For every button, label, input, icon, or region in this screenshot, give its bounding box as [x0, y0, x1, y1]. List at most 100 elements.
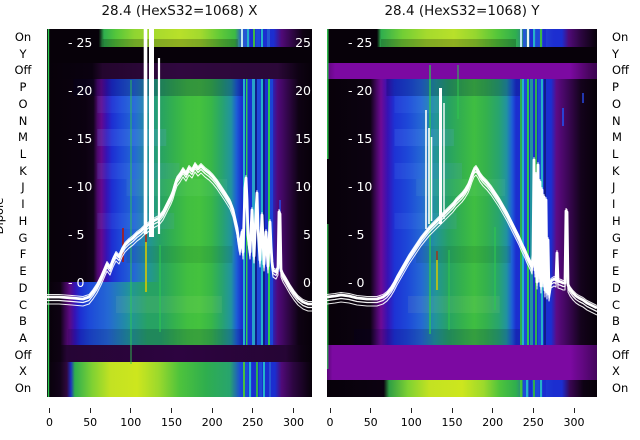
row-label-e: E — [612, 264, 620, 279]
row-label-d: D — [18, 280, 28, 295]
y-tick-label-left: - 25 — [348, 35, 372, 50]
row-label-b: B — [19, 314, 27, 329]
row-shade — [381, 39, 516, 47]
x-tick-mark — [370, 408, 372, 413]
row-shade — [68, 329, 244, 345]
y-tick-label-right: 0 — [303, 275, 311, 290]
row-label-i: I — [612, 197, 616, 212]
row-label-x: X — [19, 364, 27, 379]
vertical-stripe — [257, 79, 261, 345]
vertical-stripe — [533, 380, 535, 397]
x-tick-mark — [171, 408, 172, 413]
x-tick-label: 300 — [283, 416, 304, 429]
row-label-j: J — [612, 180, 616, 195]
heat-band — [327, 345, 597, 380]
row-shade — [408, 296, 500, 313]
row-label-m: M — [18, 130, 28, 145]
x-tick-mark — [252, 408, 254, 413]
vertical-stripe — [253, 29, 255, 47]
vertical-stripe — [270, 79, 273, 345]
y-tick-label-right: 5 — [303, 227, 311, 242]
heatmap-x: - 25 25 - 20 20 - 15 15 - 10 10 - 5 5 - 0 0 — [47, 29, 312, 397]
trace-main — [47, 163, 312, 306]
row-shade — [126, 246, 233, 263]
vertical-stripe — [520, 29, 522, 47]
row-label-a: A — [19, 330, 27, 345]
plot-title-x: 28.4 (HexS32=1068) X — [101, 3, 258, 19]
x-tick-label: 300 — [563, 416, 585, 429]
vertical-stripe — [268, 79, 270, 345]
row-label-p: P — [612, 80, 619, 95]
x-tick-label: 0 — [326, 416, 334, 429]
x-tick-label: 100 — [120, 416, 142, 429]
vertical-stripe — [536, 380, 539, 397]
row-label-b: B — [612, 314, 620, 329]
x-tick-label: 50 — [363, 416, 378, 429]
vertical-stripe — [263, 362, 265, 397]
row-label-y: Y — [19, 46, 27, 61]
row-label-column-right: On Y Off P O N M L K J I H G F E D C B A Off X On — [609, 29, 639, 397]
x-tick-mark — [130, 408, 132, 413]
vertical-stripe — [249, 362, 251, 397]
row-label-off: Off — [612, 63, 629, 78]
vertical-stripe — [533, 29, 535, 47]
row-label-x: X — [612, 364, 620, 379]
row-label-n: N — [612, 113, 621, 128]
row-label-h: H — [18, 213, 28, 228]
vertical-stripe — [241, 29, 243, 47]
vertical-stripe — [530, 29, 533, 47]
vertical-stripe — [543, 380, 546, 397]
row-shade — [97, 129, 167, 146]
vertical-stripe — [540, 29, 542, 47]
row-label-column-left: On Y Off P O N M L K J I H G F E D C B A Off X On — [4, 29, 42, 397]
y-tick-label-left: - 0 — [68, 275, 84, 290]
y-tick-label-left: - 10 — [68, 179, 92, 194]
x-tick-mark — [532, 408, 534, 413]
x-tick-label: 150 — [161, 416, 182, 429]
row-label-j: J — [21, 180, 25, 195]
vertical-stripe — [536, 29, 539, 47]
row-label-d: D — [612, 280, 621, 295]
row-shade — [97, 163, 180, 179]
row-label-p: P — [19, 80, 27, 95]
row-label-on: On — [612, 30, 629, 44]
trace-echo — [327, 162, 597, 313]
vertical-stripe — [527, 79, 529, 345]
vertical-stripe — [543, 29, 546, 47]
heat-band — [47, 345, 312, 362]
y-tick-label-left: - 15 — [68, 131, 92, 146]
row-label-off: Off — [612, 347, 629, 362]
row-label-k: K — [612, 163, 620, 178]
row-label-g: G — [18, 230, 28, 245]
vertical-stripe — [256, 29, 260, 47]
vertical-stripe — [261, 29, 263, 47]
vertical-stripe — [267, 29, 270, 47]
row-label-m: M — [612, 130, 622, 145]
row-shade — [386, 79, 522, 96]
y-tick-label-left: - 25 — [68, 35, 92, 50]
vertical-stripe — [247, 29, 249, 47]
row-shade — [115, 296, 222, 313]
row-label-on: On — [14, 381, 32, 396]
row-label-g: G — [612, 230, 621, 245]
heat-band — [327, 29, 597, 47]
x-tick-label: 250 — [242, 416, 264, 429]
vertical-stripe — [259, 362, 262, 397]
x-tick-mark — [89, 408, 91, 413]
vertical-stripe — [264, 29, 267, 47]
vertical-stripe — [248, 79, 252, 345]
row-label-n: N — [18, 113, 28, 128]
vertical-stripe — [526, 380, 528, 397]
vertical-stripe — [540, 380, 542, 397]
row-label-o: O — [612, 96, 622, 111]
row-shade — [416, 246, 511, 263]
vertical-stripe — [252, 79, 255, 345]
row-label-l: L — [612, 147, 619, 162]
x-tick-label: 0 — [46, 416, 53, 429]
row-shade — [354, 329, 522, 345]
x-tick-mark — [410, 408, 412, 413]
y-tick-label-left: - 0 — [348, 275, 364, 290]
heat-band — [47, 63, 312, 79]
y-tick-label-right: 10 — [295, 179, 311, 194]
vertical-stripe — [252, 362, 255, 397]
